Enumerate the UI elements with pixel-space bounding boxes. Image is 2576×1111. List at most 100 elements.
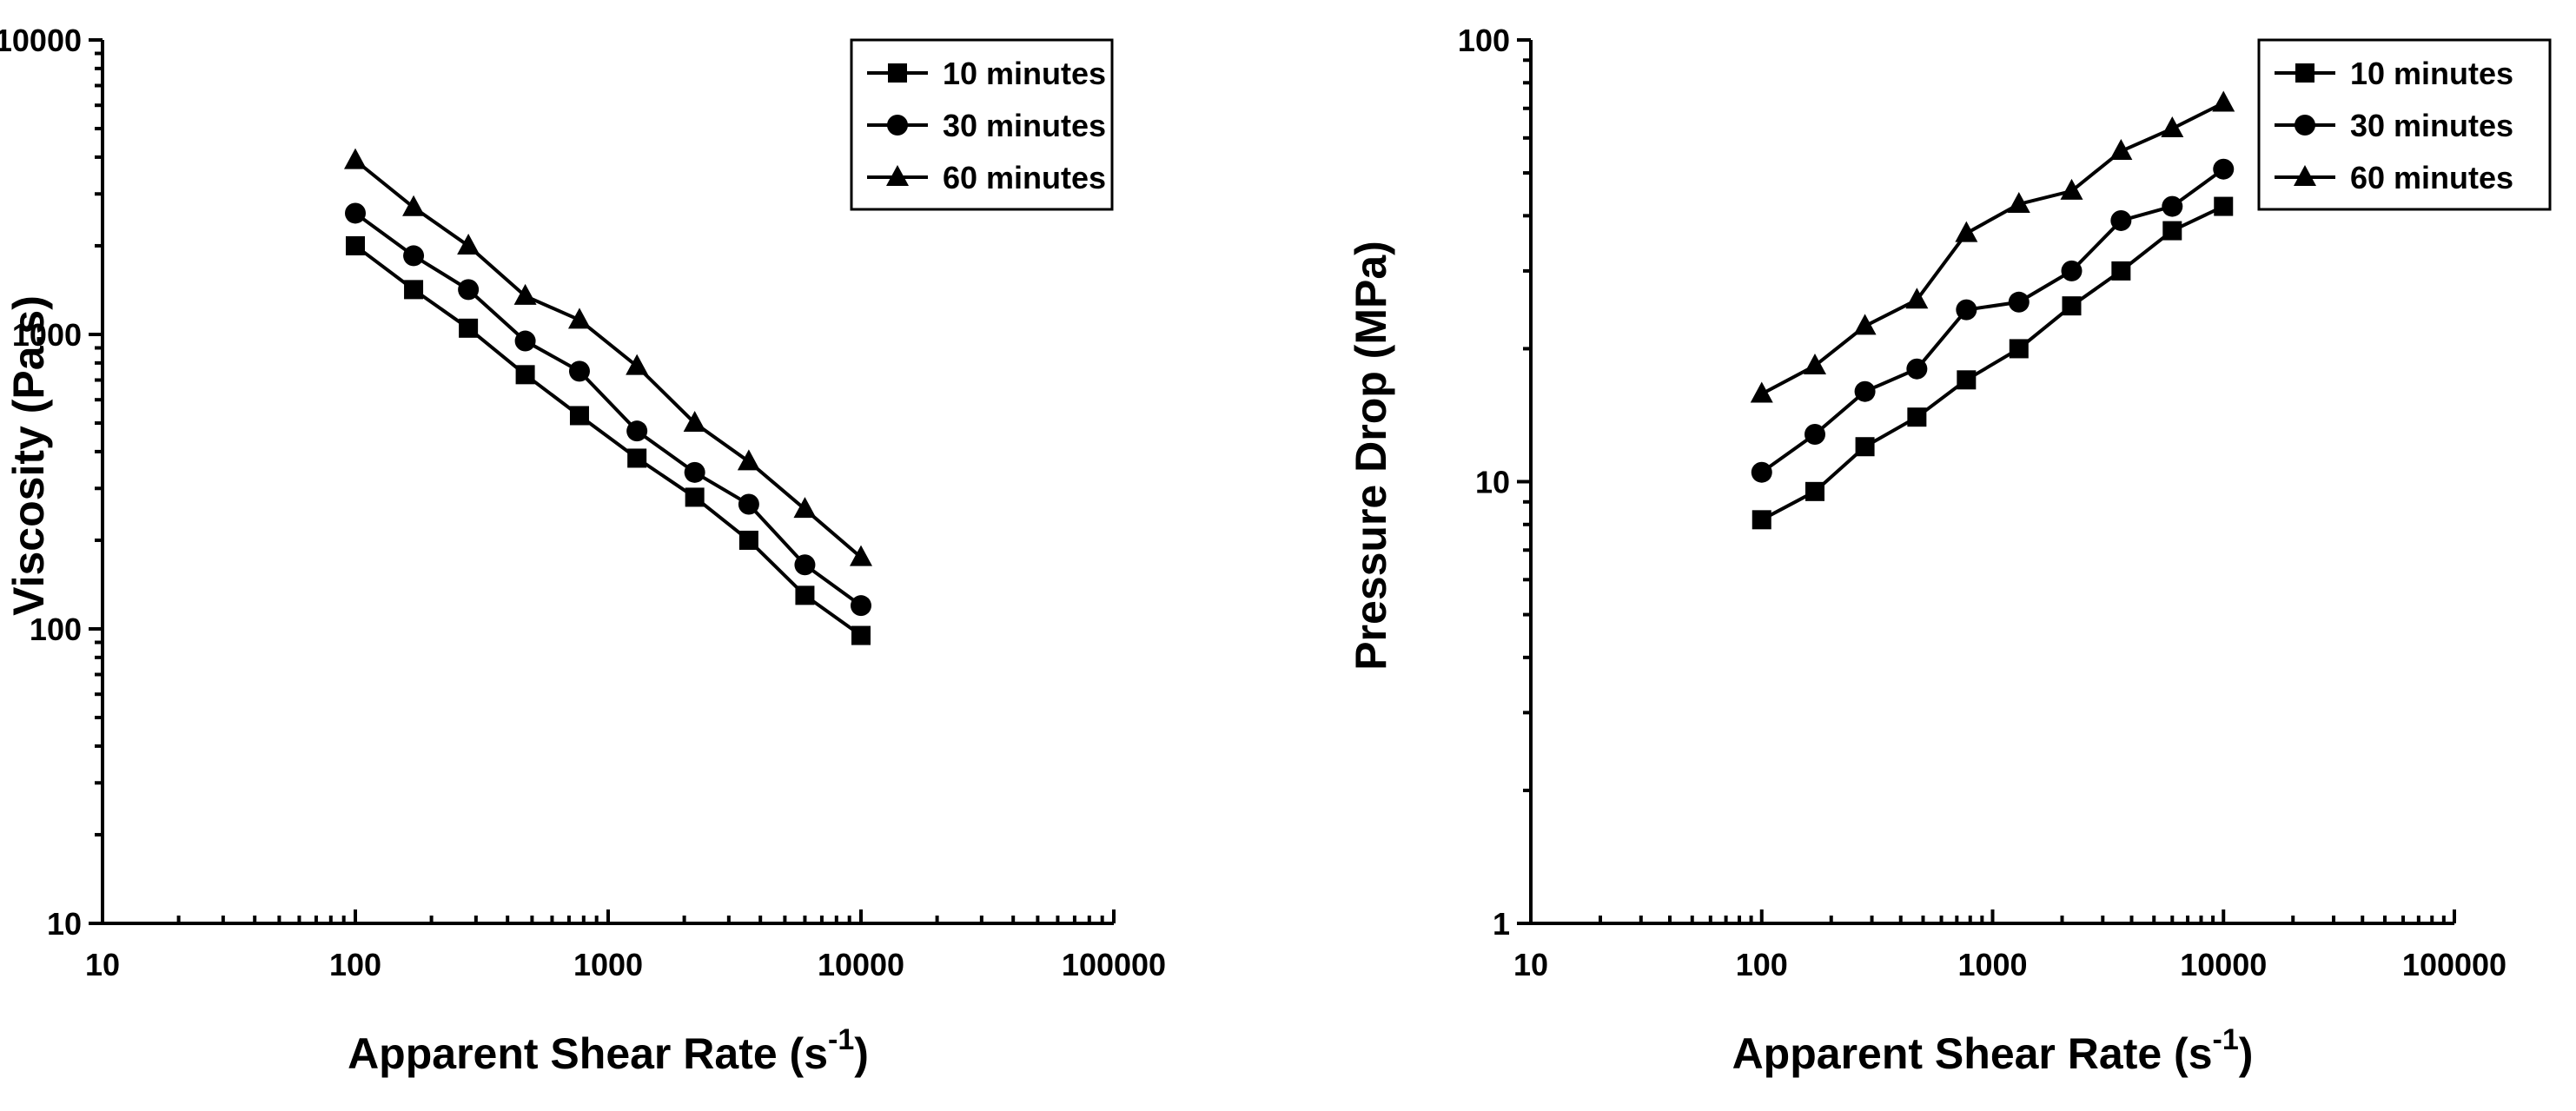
data-point xyxy=(1957,370,1977,390)
series-30-minutes xyxy=(1751,158,2235,483)
data-point xyxy=(2062,296,2082,316)
data-point xyxy=(402,195,426,216)
data-point xyxy=(513,283,537,305)
x-tick-label: 100 xyxy=(1736,947,1788,982)
data-point xyxy=(1907,407,1927,427)
data-point xyxy=(1751,461,1772,483)
data-point xyxy=(850,545,872,566)
data-point xyxy=(738,493,759,515)
data-point xyxy=(1905,288,1929,309)
data-point xyxy=(1853,314,1877,335)
x-tick-label: 1000 xyxy=(573,947,643,982)
x-tick-label: 10000 xyxy=(2180,947,2267,982)
data-point xyxy=(2061,260,2083,281)
legend-marker xyxy=(2295,115,2315,136)
y-tick-label: 10 xyxy=(47,906,82,942)
data-point xyxy=(2109,139,2133,161)
series-line xyxy=(354,159,863,559)
viscosity-chart: 10 100 1000 10000 100000 10 100 1000 10000 Appare… xyxy=(0,23,1166,1078)
data-point xyxy=(514,330,536,352)
legend-label: 30 minutes xyxy=(943,108,1106,143)
data-point xyxy=(685,487,705,507)
series-10-minutes xyxy=(346,235,871,645)
data-point xyxy=(404,280,424,300)
data-point xyxy=(459,318,479,338)
data-point xyxy=(2110,209,2132,231)
data-point xyxy=(457,233,480,255)
data-point xyxy=(2161,116,2184,138)
data-point xyxy=(2162,195,2183,217)
series-line xyxy=(354,244,863,638)
y-tick-label: 1 xyxy=(1493,906,1510,942)
data-point xyxy=(2213,158,2235,180)
y-axis-title: Viscosity (Pa.s) xyxy=(4,295,53,616)
data-point xyxy=(793,497,817,519)
y-tick-label: 100 xyxy=(30,612,82,647)
data-point xyxy=(737,449,760,471)
series-line xyxy=(1760,204,2225,522)
data-point xyxy=(684,461,705,483)
x-tick-label: 100000 xyxy=(2402,947,2506,982)
data-point xyxy=(1803,354,1826,375)
data-point xyxy=(738,530,758,550)
data-point xyxy=(626,420,648,442)
x-tick-label: 10000 xyxy=(818,947,904,982)
data-point xyxy=(344,148,367,169)
data-point xyxy=(2009,339,2029,359)
data-point xyxy=(2111,261,2131,281)
data-point xyxy=(1956,299,1977,321)
series-60-minutes xyxy=(344,148,872,566)
data-point xyxy=(458,279,480,301)
data-point xyxy=(795,585,815,605)
data-point xyxy=(2212,90,2235,112)
x-axis-title: Apparent Shear Rate (s-1) xyxy=(348,1023,869,1078)
data-point xyxy=(683,411,706,433)
data-point xyxy=(403,245,425,267)
y-tick-label: 100 xyxy=(1458,23,1510,58)
legend: 10 minutes 30 minutes 60 minutes xyxy=(2257,38,2552,211)
legend-label: 10 minutes xyxy=(2350,56,2513,91)
legend-label: 60 minutes xyxy=(943,160,1106,195)
x-axis-title: Apparent Shear Rate (s-1) xyxy=(1732,1023,2254,1078)
series-10-minutes xyxy=(1752,196,2234,530)
legend-label: 60 minutes xyxy=(2350,160,2513,195)
data-point xyxy=(2007,191,2030,213)
data-point xyxy=(2008,291,2030,313)
data-point xyxy=(794,554,816,576)
data-point xyxy=(1752,510,1771,530)
data-point xyxy=(851,625,871,645)
data-point xyxy=(626,354,649,375)
data-point xyxy=(627,448,647,468)
data-point xyxy=(1805,481,1824,501)
legend-label: 10 minutes xyxy=(943,56,1106,91)
series-line xyxy=(1760,168,2225,474)
x-tick-label: 10 xyxy=(85,947,120,982)
series-line xyxy=(354,211,863,607)
data-point xyxy=(1855,437,1875,457)
x-tick-label: 100000 xyxy=(1062,947,1166,982)
legend: 10 minutes 30 minutes 60 minutes xyxy=(850,38,1114,211)
data-point xyxy=(1854,380,1876,402)
data-point xyxy=(2162,221,2182,241)
legend-marker xyxy=(886,165,909,186)
legend-marker xyxy=(2295,63,2314,83)
data-point xyxy=(2060,178,2083,200)
legend-marker xyxy=(2294,165,2316,186)
data-point xyxy=(1955,221,1978,242)
legend-marker xyxy=(887,115,908,136)
data-point xyxy=(851,595,871,617)
data-point xyxy=(1906,358,1928,380)
data-point xyxy=(2214,196,2234,216)
data-point xyxy=(345,202,366,224)
data-point xyxy=(346,235,365,255)
data-point xyxy=(515,365,535,385)
x-tick-label: 10 xyxy=(1513,947,1548,982)
legend-label: 30 minutes xyxy=(2350,108,2513,143)
legend-marker xyxy=(888,63,907,83)
x-tick-label: 1000 xyxy=(1957,947,2027,982)
x-tick-label: 100 xyxy=(329,947,381,982)
data-point xyxy=(567,308,591,329)
data-point xyxy=(569,406,589,426)
